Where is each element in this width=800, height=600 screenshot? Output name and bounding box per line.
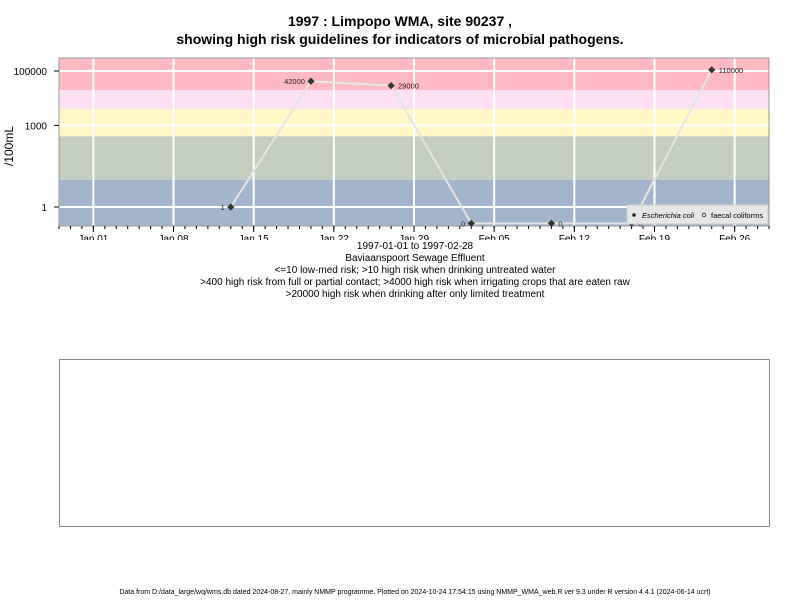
empty-plot-panel (59, 359, 770, 527)
x-tick-label-3: Jan 22 (319, 234, 349, 240)
legend-label-ecoli: Escherichia coli (642, 211, 694, 220)
data-point-marker (547, 219, 556, 227)
legend-label-faecal: faecal coliforms (711, 211, 763, 220)
data-point-marker (307, 77, 315, 85)
data-point-marker (708, 66, 716, 74)
legend-box (626, 204, 769, 225)
x-tick-label-4: Jan 29 (399, 234, 429, 240)
data-point-marker (467, 219, 475, 227)
y-tick-label-2: 100000 (14, 67, 48, 78)
y-tick-label-1: 1000 (25, 121, 48, 132)
data-point-label: 42000 (284, 77, 305, 86)
data-point-label: 110000 (719, 66, 743, 75)
data-point-label: 1 (221, 203, 225, 212)
caption-date-range: 1997-01-01 to 1997-02-28 (356, 241, 474, 252)
y-axis-label: /100mL (2, 126, 16, 166)
x-tick-label-5: Feb 05 (479, 234, 511, 240)
x-tick-label-7: Feb 19 (639, 234, 671, 240)
caption-guideline-contact: >400 high risk from full or partial cont… (200, 277, 630, 288)
x-tick-label-1: Jan 08 (159, 234, 189, 240)
y-tick-label-0: 1 (41, 203, 47, 214)
data-point-label: 29000 (398, 82, 419, 91)
caption-site-name: Baviaanspoort Sewage Effluent (345, 253, 485, 264)
legend-marker-filled (632, 213, 636, 217)
data-point-marker (387, 82, 395, 90)
chart-title-line-1: 1997 : Limpopo WMA, site 90237 , (287, 13, 513, 29)
caption-guideline-treatment: >20000 high risk when drinking after onl… (285, 289, 545, 300)
chart-title-line-2: showing high risk guidelines for indicat… (176, 31, 624, 47)
data-point-label: 0 (461, 219, 465, 228)
caption-guideline-drinking: <=10 low-med risk; >10 high risk when dr… (274, 265, 556, 276)
data-point-label: 0 (558, 219, 562, 228)
x-tick-label-0: Jan 01 (78, 234, 108, 240)
legend-marker-open (701, 212, 707, 218)
data-point-marker (227, 203, 235, 211)
chart-svg: 1 1000 100000 Jan 01 Jan 08 Jan 15 Jan 22 Jan 2… (2, 57, 770, 240)
footer-note: Data from D:/data_large/wq/wms.db dated … (119, 589, 711, 596)
x-tick-label-6: Feb 12 (559, 234, 591, 240)
x-tick-label-8: Feb 26 (719, 234, 751, 240)
x-tick-label-2: Jan 15 (239, 234, 269, 240)
